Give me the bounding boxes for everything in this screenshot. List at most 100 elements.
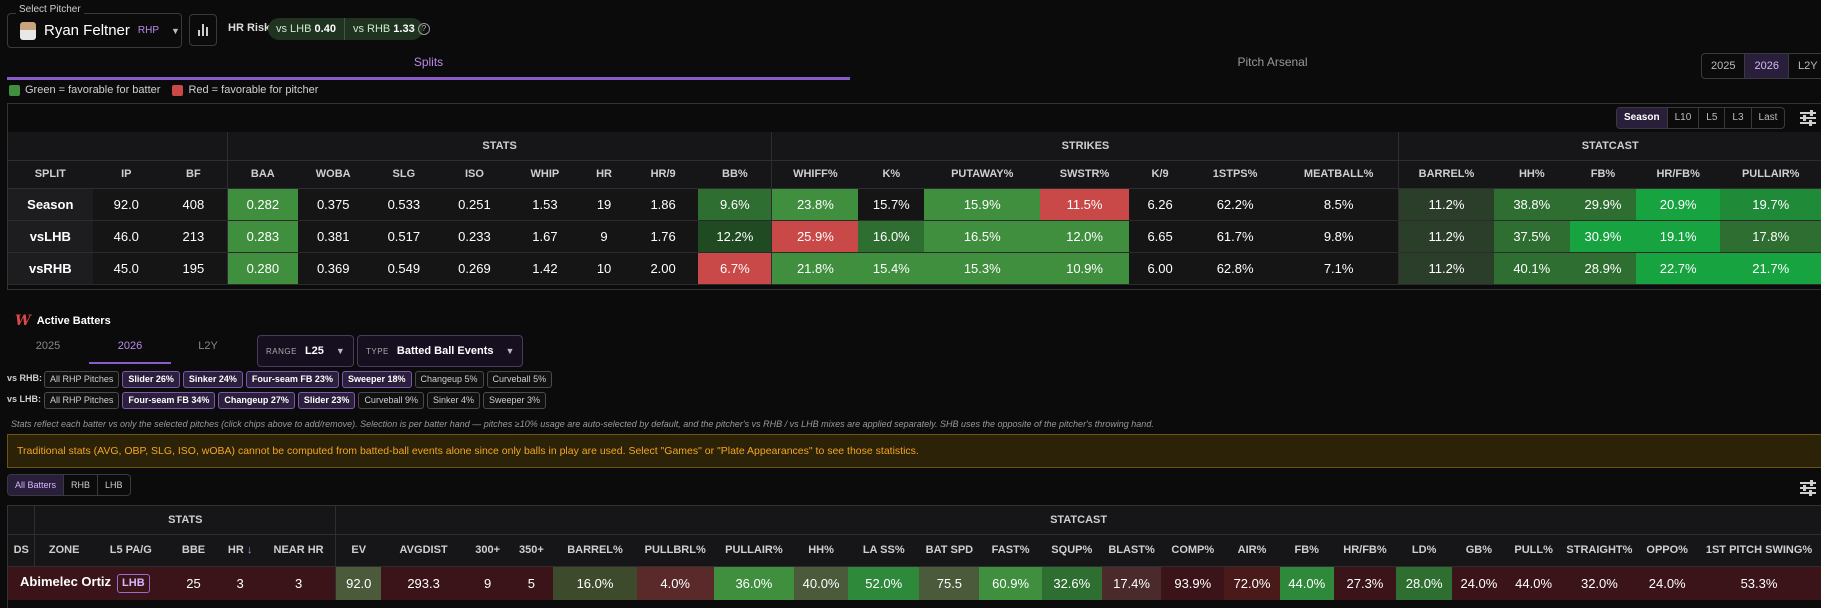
column-header[interactable]: SQUP% [1041,534,1102,567]
column-header[interactable]: SPLIT [8,160,93,189]
pitch-chip[interactable]: Curveball 9% [358,392,424,409]
column-header[interactable]: NEAR HR [262,534,336,567]
column-header[interactable]: IP [92,160,160,189]
column-header[interactable]: AIR% [1224,534,1280,567]
column-header[interactable]: PULLBRL% [636,534,714,567]
pitch-chip[interactable]: Four-seam FB 34% [122,392,216,409]
column-header[interactable]: 1STPS% [1191,160,1279,189]
column-header[interactable]: LA SS% [847,534,920,567]
pitch-chip[interactable]: Sinker 24% [182,371,243,388]
range-toggle: Season L10 L5 L3 Last [1616,107,1786,129]
table-row[interactable]: Abimelec Ortiz LHB 25 3 3 92.0 293.3 9 5 16.0% 4.0… [8,566,1821,600]
column-header[interactable]: SWSTR% [1040,160,1129,189]
range-option[interactable]: Season [1617,108,1668,128]
column-header[interactable]: PULLAIR% [1720,160,1821,189]
column-header[interactable]: AVGDIST [381,534,466,567]
pitcher-select[interactable]: Ryan Feltner RHP ▼ [7,13,182,48]
batter-year-tab[interactable]: L2Y [198,340,218,352]
column-header[interactable]: WOBA [297,160,369,189]
column-header[interactable]: HH% [794,534,848,567]
column-header[interactable]: BAT SPD [919,534,980,567]
column-header[interactable]: OPPO% [1637,534,1698,567]
batter-filter-rhb[interactable]: RHB [64,475,99,495]
pitch-chip[interactable]: Sinker 4% [426,392,480,409]
column-header[interactable]: WHIP [509,160,581,189]
column-header[interactable]: DS [8,534,35,567]
column-header[interactable]: HR [580,160,628,189]
column-header[interactable]: FB% [1570,160,1636,189]
year-option[interactable]: L2Y [1797,60,1818,72]
split-cell: 0.381 [297,220,369,253]
column-header[interactable]: COMP% [1161,534,1225,567]
pitch-chip[interactable]: Four-seam FB 23% [245,371,339,388]
split-label: vsRHB [8,252,93,285]
tab-splits[interactable]: Splits [7,55,850,80]
column-header[interactable]: L5 PA/G [92,534,169,567]
column-header[interactable]: FB% [1279,534,1334,567]
column-header[interactable]: EV [335,534,382,567]
settings-sliders-icon[interactable] [1800,480,1816,496]
pitch-chip[interactable]: Sweeper 3% [483,392,547,409]
range-option[interactable]: Last [1758,112,1778,123]
column-header[interactable]: LD% [1396,534,1453,567]
split-cell: 408 [159,188,228,221]
column-header[interactable]: K% [858,160,925,189]
pitch-chip[interactable]: All RHP Pitches [44,392,120,409]
batter-filter-all[interactable]: All Batters [8,475,65,495]
range-select[interactable]: RANGE L25 ▼ [257,335,354,367]
column-header[interactable]: WHIFF% [771,160,859,189]
column-header[interactable]: GB% [1452,534,1506,567]
batter-filter-lhb[interactable]: LHB [105,480,123,490]
pitch-chip[interactable]: Changeup 5% [414,371,484,388]
settings-sliders-icon[interactable] [1800,110,1816,126]
column-header[interactable]: ZONE [34,534,93,567]
help-icon[interactable]: ? [418,23,430,35]
column-header[interactable]: K/9 [1128,160,1192,189]
batter-name[interactable]: Abimelec Ortiz LHB [8,566,169,600]
column-header[interactable]: 300+ [465,534,510,567]
split-cell: 0.269 [439,252,510,285]
tab-pitch-arsenal[interactable]: Pitch Arsenal [1237,55,1308,69]
column-header[interactable]: STRAIGHT% [1561,534,1638,567]
batter-year-tab[interactable]: 2026 [89,340,171,364]
pitch-chip[interactable]: Slider 26% [122,371,180,388]
column-header[interactable]: HR/FB% [1635,160,1721,189]
column-header[interactable]: BLAST% [1101,534,1162,567]
type-select[interactable]: TYPE Batted Ball Events ▼ [357,335,524,367]
pitch-chip[interactable]: Curveball 5% [486,371,553,388]
column-header[interactable]: HR ↓ [218,534,262,567]
range-option[interactable]: L5 [1699,108,1726,128]
pitch-chip[interactable]: Sweeper 18% [341,371,412,388]
batter-year-tab[interactable]: 2025 [35,340,61,352]
chart-button[interactable] [189,14,217,46]
column-header[interactable]: BB% [698,160,772,189]
pitch-chip[interactable]: Changeup 27% [218,392,295,409]
pitch-chip[interactable]: All RHP Pitches [44,371,120,388]
column-header[interactable]: MEATBALL% [1278,160,1399,189]
batter-cell: 25 [168,566,219,600]
column-header[interactable]: ISO [439,160,510,189]
column-header[interactable]: PUTAWAY% [924,160,1041,189]
splits-table: STATS STRIKES STATCAST SPLIT IP BF BAA WOBA SLG I… [8,132,1821,285]
column-header[interactable]: PULL% [1505,534,1562,567]
column-header[interactable]: HR/9 [627,160,699,189]
pitch-chip[interactable]: Slider 23% [297,392,356,409]
column-header[interactable]: PULLAIR% [713,534,795,567]
year-option[interactable]: 2026 [1745,54,1789,78]
column-header[interactable]: BBE [168,534,219,567]
column-header[interactable]: BARREL% [1398,160,1494,189]
range-option[interactable]: L10 [1668,108,1700,128]
batter-cell: 24.0% [1452,566,1506,600]
column-header[interactable]: BAA [226,160,298,189]
column-header[interactable]: 350+ [509,534,554,567]
column-header[interactable]: 1ST PITCH SWING% [1697,534,1821,567]
range-option[interactable]: L3 [1725,108,1752,128]
column-header[interactable]: HR/FB% [1333,534,1397,567]
batter-cell: 32.6% [1041,566,1102,600]
column-header[interactable]: BARREL% [553,534,637,567]
column-header[interactable]: BF [159,160,228,189]
column-header[interactable]: FAST% [979,534,1042,567]
year-option[interactable]: 2025 [1702,54,1746,78]
column-header[interactable]: SLG [368,160,440,189]
column-header[interactable]: HH% [1493,160,1571,189]
